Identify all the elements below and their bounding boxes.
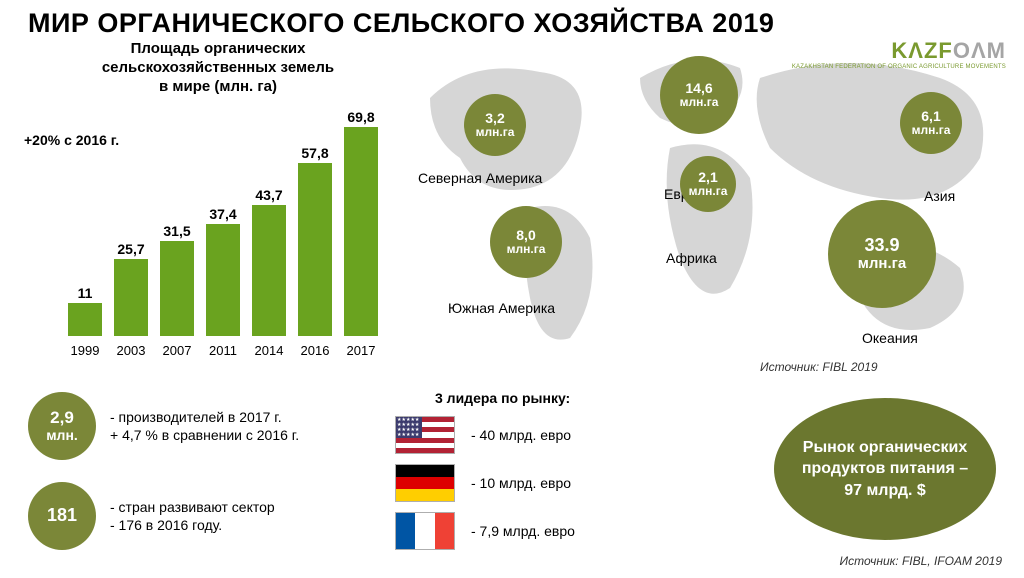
stat-text-l2: + 4,7 % в сравнении с 2016 г. xyxy=(110,427,299,443)
bar-value: 25,7 xyxy=(117,241,144,257)
page-title: МИР ОРГАНИЧЕСКОГО СЕЛЬСКОГО ХОЗЯЙСТВА 20… xyxy=(0,0,1024,39)
stat-text-l1: - производителей в 2017 г. xyxy=(110,409,282,425)
bar-rect xyxy=(252,205,286,336)
bar: 37,4 xyxy=(206,206,240,336)
region-bubble-asia: 6,1млн.га xyxy=(900,92,962,154)
region-unit: млн.га xyxy=(680,96,719,109)
bar-rect xyxy=(206,224,240,336)
region-label-north_america: Северная Америка xyxy=(418,170,542,186)
bar: 25,7 xyxy=(114,241,148,336)
source-footer: Источник: FIBL, IFOAM 2019 xyxy=(840,554,1002,568)
leader-value: - 10 млрд. евро xyxy=(471,475,571,491)
stat-circle-producers: 2,9 млн. xyxy=(28,392,96,460)
bar-year: 2017 xyxy=(344,343,378,358)
region-bubble-africa: 2,1млн.га xyxy=(680,156,736,212)
leader-row-usa: ★★★★★★★★★★★★★★★★★★★★ - 40 млрд. евро xyxy=(395,416,725,454)
leader-row-france: - 7,9 млрд. евро xyxy=(395,512,725,550)
region-unit: млн.га xyxy=(689,185,728,198)
bar-rect xyxy=(160,241,194,336)
bar: 43,7 xyxy=(252,187,286,336)
bar-value: 43,7 xyxy=(255,187,282,203)
region-label-asia: Азия xyxy=(924,188,955,204)
bar-value: 11 xyxy=(78,285,93,301)
region-unit: млн.га xyxy=(507,243,546,256)
region-label-africa: Африка xyxy=(666,250,717,266)
stat-unit: млн. xyxy=(46,428,78,443)
bar-value: 69,8 xyxy=(347,109,374,125)
map-source: Источник: FIBL 2019 xyxy=(760,360,878,374)
bar-rect xyxy=(344,127,378,336)
market-text: Рынок органических продуктов питания – 9… xyxy=(792,437,978,502)
stat-text-l1: - стран развивают сектор xyxy=(110,499,275,515)
stat-countries: 181 - стран развивают сектор - 176 в 201… xyxy=(28,482,275,550)
region-value: 33.9 xyxy=(864,236,899,256)
chart-title-l3: в мире (млн. га) xyxy=(159,78,277,95)
bar: 57,8 xyxy=(298,145,332,336)
region-value: 6,1 xyxy=(921,109,940,124)
region-value: 3,2 xyxy=(485,111,504,126)
bar-year: 1999 xyxy=(68,343,102,358)
logo-subtitle: KAZAKHSTAN FEDERATION OF ORGANIC AGRICUL… xyxy=(792,64,1006,70)
stat-circle-countries: 181 xyxy=(28,482,96,550)
stat-value: 181 xyxy=(47,506,77,526)
bar-chart: Площадь органических сельскохозяйственны… xyxy=(18,40,418,360)
bar-value: 37,4 xyxy=(209,206,236,222)
bar-rect xyxy=(114,259,148,336)
bar-year: 2014 xyxy=(252,343,286,358)
market-leaders: 3 лидера по рынку: ★★★★★★★★★★★★★★★★★★★★ … xyxy=(395,390,725,560)
bar-value: 31,5 xyxy=(163,223,190,239)
chart-title: Площадь органических сельскохозяйственны… xyxy=(18,40,418,96)
logo-part-b: OΛM xyxy=(953,38,1006,63)
bar-year: 2003 xyxy=(114,343,148,358)
region-label-oceania: Океания xyxy=(862,330,918,346)
region-unit: млн.га xyxy=(912,124,951,137)
bar-year: 2016 xyxy=(298,343,332,358)
stat-producers: 2,9 млн. - производителей в 2017 г. + 4,… xyxy=(28,392,299,460)
region-bubble-europe: 14,6млн.га xyxy=(660,56,738,134)
bar-value: 57,8 xyxy=(301,145,328,161)
region-value: 2,1 xyxy=(698,170,717,185)
bar: 11 xyxy=(68,285,102,336)
stat-text-l2: - 176 в 2016 году. xyxy=(110,517,222,533)
logo-part-a: KΛZF xyxy=(891,38,952,63)
leaders-title: 3 лидера по рынку: xyxy=(435,390,725,406)
leader-value: - 40 млрд. евро xyxy=(471,427,571,443)
region-bubble-south_america: 8,0млн.га xyxy=(490,206,562,278)
bar-year: 2007 xyxy=(160,343,194,358)
region-unit: млн.га xyxy=(858,256,906,273)
region-unit: млн.га xyxy=(476,126,515,139)
stat-text: - производителей в 2017 г. + 4,7 % в сра… xyxy=(110,408,299,444)
leader-row-germany: - 10 млрд. евро xyxy=(395,464,725,502)
bar-rect xyxy=(68,303,102,336)
stat-text: - стран развивают сектор - 176 в 2016 го… xyxy=(110,498,275,534)
flag-usa: ★★★★★★★★★★★★★★★★★★★★ xyxy=(395,416,455,454)
chart-title-l2: сельскохозяйственных земель xyxy=(102,59,334,76)
chart-title-l1: Площадь органических xyxy=(131,40,306,57)
region-bubble-oceania: 33.9млн.га xyxy=(828,200,936,308)
market-size-oval: Рынок органических продуктов питания – 9… xyxy=(774,398,996,540)
leader-value: - 7,9 млрд. евро xyxy=(471,523,575,539)
flag-france xyxy=(395,512,455,550)
stat-value: 2,9 xyxy=(50,409,74,428)
region-label-south_america: Южная Америка xyxy=(448,300,555,316)
region-bubble-north_america: 3,2млн.га xyxy=(464,94,526,156)
bar-year: 2011 xyxy=(206,343,240,358)
bar: 69,8 xyxy=(344,109,378,336)
kazfoam-logo: KΛZFOΛM KAZAKHSTAN FEDERATION OF ORGANIC… xyxy=(792,38,1006,70)
bar-rect xyxy=(298,163,332,336)
region-value: 8,0 xyxy=(516,228,535,243)
flag-germany xyxy=(395,464,455,502)
region-value: 14,6 xyxy=(685,81,712,96)
bar: 31,5 xyxy=(160,223,194,336)
world-map: 3,2млн.гаСеверная Америка14,6млн.гаЕвроп… xyxy=(420,38,1010,368)
